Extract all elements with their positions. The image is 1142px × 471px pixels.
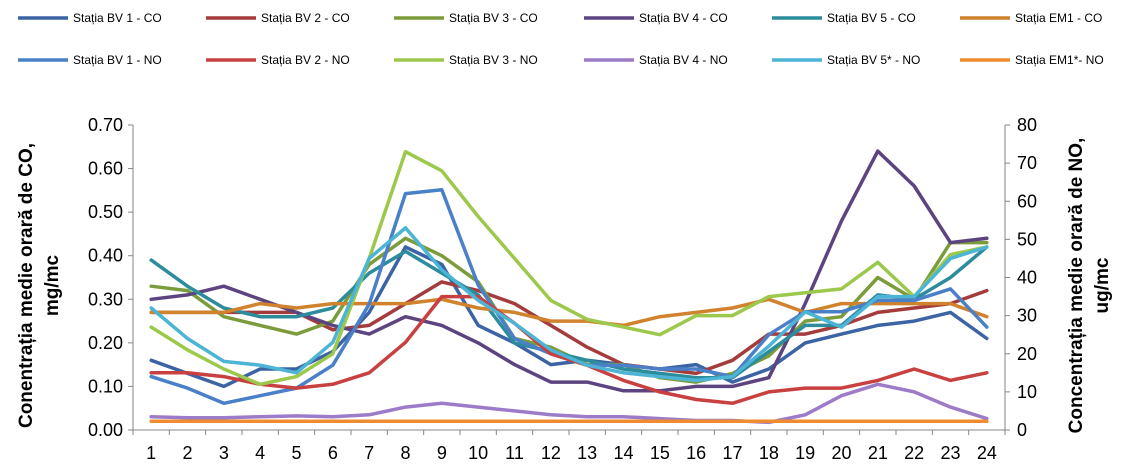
x-tick-label: 10 xyxy=(468,443,488,463)
legend-label: Stația BV 2 - NO xyxy=(261,53,350,67)
series-line-9 xyxy=(149,382,989,425)
x-tick-label: 11 xyxy=(505,443,524,463)
left-axis-title: Conentrația medie orară de CO, mg/mc xyxy=(16,143,63,428)
right-tick-label: 60 xyxy=(1017,191,1037,211)
axis-titles: Conentrația medie orară de CO, mg/mc Conce… xyxy=(16,138,1113,434)
right-axis-title-line: Concentrația medie orară de NO, xyxy=(1066,138,1087,434)
legend-item: Stația BV 4 - CO xyxy=(584,11,728,25)
left-tick-label: 0.30 xyxy=(88,289,123,309)
x-tick-label: 5 xyxy=(291,443,301,463)
legend-item: Stația BV 1 - NO xyxy=(18,53,162,67)
x-tick-label: 13 xyxy=(577,443,597,463)
left-tick-label: 0.50 xyxy=(88,202,123,222)
legend: Stația BV 1 - CO Stația BV 2 - CO Stația B… xyxy=(18,11,1104,67)
x-tick-label: 4 xyxy=(255,443,265,463)
x-tick-label: 19 xyxy=(795,443,815,463)
x-tick-label: 23 xyxy=(940,443,960,463)
right-tick-label: 80 xyxy=(1017,115,1037,135)
right-tick-label: 0 xyxy=(1017,420,1027,440)
legend-label: Stația BV 5* - NO xyxy=(827,53,920,67)
right-tick-label: 40 xyxy=(1017,268,1037,288)
series-line-3 xyxy=(149,149,989,393)
x-tick-label: 12 xyxy=(541,443,561,463)
left-tick-label: 0.00 xyxy=(88,420,123,440)
legend-label: Stația BV 3 - CO xyxy=(449,11,538,25)
right-tick-label: 20 xyxy=(1017,344,1037,364)
x-tick-label: 22 xyxy=(904,443,924,463)
legend-label: Stația BV 3 - NO xyxy=(449,53,538,67)
x-tick-label: 14 xyxy=(613,443,633,463)
x-tick-label: 20 xyxy=(831,443,851,463)
legend-label: Stația BV 2 - CO xyxy=(261,11,350,25)
x-tick-label: 18 xyxy=(759,443,779,463)
x-tick-label: 1 xyxy=(146,443,156,463)
right-tick-label: 70 xyxy=(1017,153,1037,173)
legend-label: Stația BV 4 - CO xyxy=(639,11,728,25)
right-tick-label: 50 xyxy=(1017,229,1037,249)
legend-label: Stația EM1*- NO xyxy=(1015,53,1104,67)
x-tick-label: 21 xyxy=(868,443,888,463)
legend-label: Stația BV 5 - CO xyxy=(827,11,916,25)
legend-item: Stația BV 5* - NO xyxy=(772,53,920,67)
series-line-5 xyxy=(149,297,989,328)
left-axis-title-line: Conentrația medie orară de CO, xyxy=(16,143,37,428)
legend-item: Stația EM1*- NO xyxy=(960,53,1104,67)
legend-item: Stația BV 1 - CO xyxy=(18,11,162,25)
legend-item: Stația BV 2 - NO xyxy=(206,53,350,67)
legend-item: Stația BV 2 - CO xyxy=(206,11,350,25)
series-line-8 xyxy=(149,149,989,387)
legend-label: Stația BV 1 - CO xyxy=(73,11,162,25)
x-tick-label: 16 xyxy=(686,443,706,463)
x-tick-label: 7 xyxy=(364,443,374,463)
legend-label: Stația BV 4 - NO xyxy=(639,53,728,67)
series-line-0 xyxy=(149,245,989,389)
axes: 0.00 0.10 0.20 0.30 0.40 0.50 0.60 0.70 0 10 20 30 4… xyxy=(88,115,1037,463)
x-tick-label: 3 xyxy=(219,443,229,463)
right-axis-title-line: ug/mc xyxy=(1092,257,1113,313)
x-tick-label: 17 xyxy=(722,443,742,463)
x-tick-label: 9 xyxy=(437,443,447,463)
series-line-7 xyxy=(149,294,989,406)
legend-item: Stația BV 5 - CO xyxy=(772,11,916,25)
series-line-10 xyxy=(149,226,989,383)
left-tick-label: 0.70 xyxy=(88,115,123,135)
legend-item: Stația BV 3 - NO xyxy=(394,53,538,67)
left-tick-label: 0.40 xyxy=(88,246,123,266)
legend-item: Stația EM1 - CO xyxy=(960,11,1102,25)
series-layer xyxy=(149,149,989,425)
x-tick-label: 2 xyxy=(182,443,192,463)
left-tick-label: 0.60 xyxy=(88,159,123,179)
left-axis-title-line: mg/mc xyxy=(42,254,63,316)
right-tick-label: 30 xyxy=(1017,306,1037,326)
legend-item: Stația BV 4 - NO xyxy=(584,53,728,67)
x-tick-label: 6 xyxy=(328,443,338,463)
x-tick-label: 24 xyxy=(977,443,997,463)
right-tick-label: 10 xyxy=(1017,382,1037,402)
x-tick-label: 15 xyxy=(650,443,670,463)
left-tick-label: 0.20 xyxy=(88,333,123,353)
legend-item: Stația BV 3 - CO xyxy=(394,11,538,25)
legend-label: Stația EM1 - CO xyxy=(1015,11,1102,25)
x-tick-label: 8 xyxy=(400,443,410,463)
left-tick-label: 0.10 xyxy=(88,376,123,396)
legend-label: Stația BV 1 - NO xyxy=(73,53,162,67)
right-axis-title: Concentrația medie orară de NO, ug/mc xyxy=(1066,138,1113,434)
